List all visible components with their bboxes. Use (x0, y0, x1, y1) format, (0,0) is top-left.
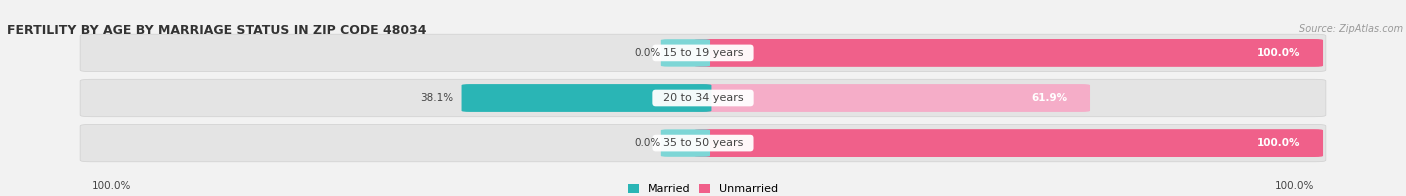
Text: 100.0%: 100.0% (91, 181, 131, 191)
Text: 61.9%: 61.9% (1032, 93, 1067, 103)
FancyBboxPatch shape (695, 129, 1323, 157)
FancyBboxPatch shape (695, 39, 1323, 67)
FancyBboxPatch shape (80, 124, 1326, 162)
Text: 38.1%: 38.1% (420, 93, 453, 103)
Text: 100.0%: 100.0% (1257, 48, 1301, 58)
FancyBboxPatch shape (461, 84, 711, 112)
Text: 0.0%: 0.0% (634, 48, 661, 58)
Text: 20 to 34 years: 20 to 34 years (655, 93, 751, 103)
FancyBboxPatch shape (661, 129, 710, 157)
FancyBboxPatch shape (695, 84, 1090, 112)
FancyBboxPatch shape (80, 79, 1326, 117)
FancyBboxPatch shape (80, 34, 1326, 72)
Text: 35 to 50 years: 35 to 50 years (655, 138, 751, 148)
Legend: Married, Unmarried: Married, Unmarried (627, 184, 779, 194)
Text: FERTILITY BY AGE BY MARRIAGE STATUS IN ZIP CODE 48034: FERTILITY BY AGE BY MARRIAGE STATUS IN Z… (7, 24, 426, 36)
Text: Source: ZipAtlas.com: Source: ZipAtlas.com (1299, 24, 1403, 34)
Text: 0.0%: 0.0% (634, 138, 661, 148)
Text: 15 to 19 years: 15 to 19 years (655, 48, 751, 58)
Text: 100.0%: 100.0% (1275, 181, 1315, 191)
Text: 100.0%: 100.0% (1257, 138, 1301, 148)
FancyBboxPatch shape (661, 39, 710, 67)
